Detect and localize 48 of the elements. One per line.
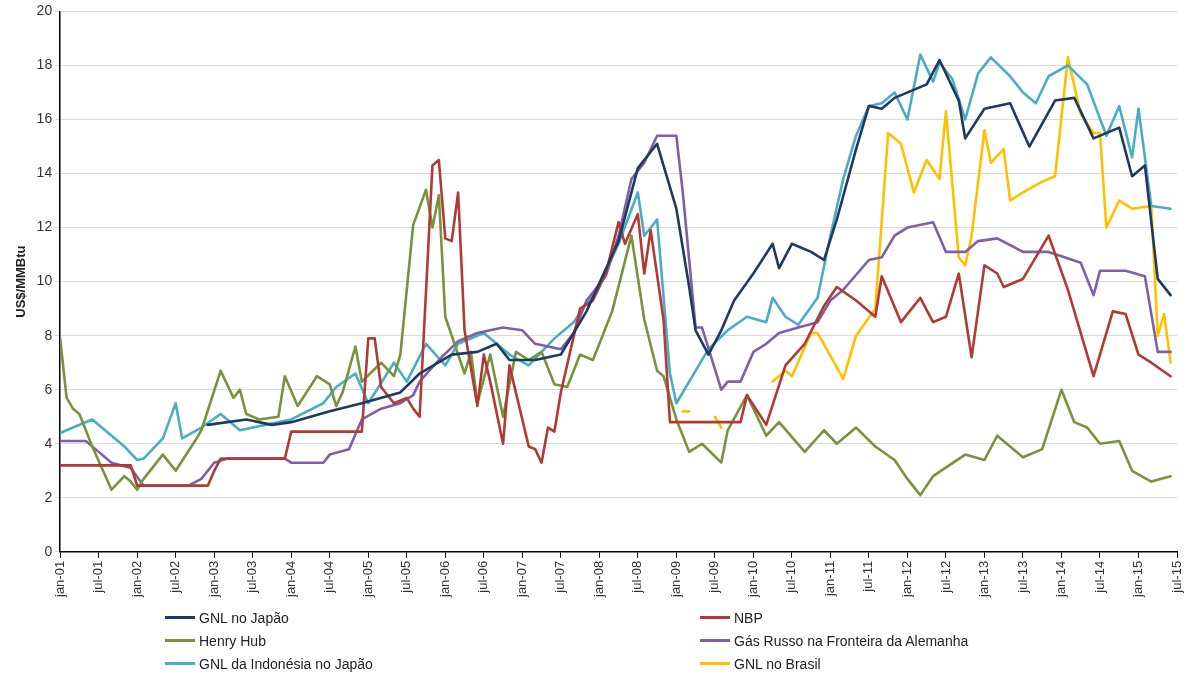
x-tick-label: jul-07 xyxy=(552,560,568,594)
y-tick-label: 16 xyxy=(36,110,53,127)
x-tick-label: jan-06 xyxy=(436,560,452,598)
x-tick-label: jul-10 xyxy=(783,560,799,594)
legend-label: Gás Russo na Fronteira da Alemanha xyxy=(734,632,969,649)
x-tick-label: jul-12 xyxy=(937,560,953,594)
y-axis-title: US$/MMBtu xyxy=(13,245,29,318)
x-tick-label: jan-07 xyxy=(513,560,529,598)
x-tick-label: jul-09 xyxy=(706,560,722,594)
legend-label: Henry Hub xyxy=(199,632,266,649)
y-tick-label: 6 xyxy=(44,380,53,397)
y-tick-label: 0 xyxy=(44,542,53,559)
x-tick-label: jan-05 xyxy=(359,560,375,598)
x-tick-label: jan-04 xyxy=(282,560,298,598)
y-tick-label: 10 xyxy=(36,272,53,289)
x-tick-label: jul-15 xyxy=(1168,560,1184,594)
y-tick-label: 8 xyxy=(44,326,53,343)
y-tick-label: 4 xyxy=(44,434,53,451)
x-tick-label: jul-06 xyxy=(475,560,491,594)
x-tick-label: jan-02 xyxy=(128,560,144,598)
legend-label: GNL da Indonésia no Japão xyxy=(199,655,373,672)
x-tick-label: jan-08 xyxy=(590,560,606,598)
x-tick-label: jan-15 xyxy=(1130,560,1146,598)
x-tick-label: jan-12 xyxy=(899,560,914,598)
legend-label: GNL no Brasil xyxy=(734,655,821,672)
x-tick-label: jul-11 xyxy=(860,560,876,593)
x-tick-label: jan-14 xyxy=(1053,560,1069,598)
x-tick-label: jul-14 xyxy=(1091,560,1107,594)
legend-label: NBP xyxy=(734,609,763,626)
x-tick-label: jan-13 xyxy=(976,560,992,598)
x-tick-label: jan-11 xyxy=(821,560,837,598)
y-tick-label: 20 xyxy=(36,2,53,19)
x-tick-label: jan-09 xyxy=(667,560,683,598)
y-tick-label: 2 xyxy=(44,488,53,505)
y-tick-label: 18 xyxy=(36,56,53,73)
x-tick-label: jul-08 xyxy=(629,560,645,594)
x-tick-label: jan-10 xyxy=(744,560,760,598)
x-tick-label: jul-13 xyxy=(1014,560,1030,594)
y-tick-label: 12 xyxy=(36,218,53,235)
x-tick-label: jan-01 xyxy=(51,560,67,598)
x-tick-label: jul-05 xyxy=(398,560,414,594)
x-tick-label: jul-04 xyxy=(321,560,337,594)
x-tick-label: jul-03 xyxy=(244,560,260,594)
x-tick-label: jul-01 xyxy=(90,560,106,594)
x-tick-label: jul-02 xyxy=(167,560,183,594)
x-tick-label: jan-03 xyxy=(205,560,221,598)
legend-label: GNL no Japão xyxy=(199,609,289,626)
y-tick-label: 14 xyxy=(36,164,53,181)
